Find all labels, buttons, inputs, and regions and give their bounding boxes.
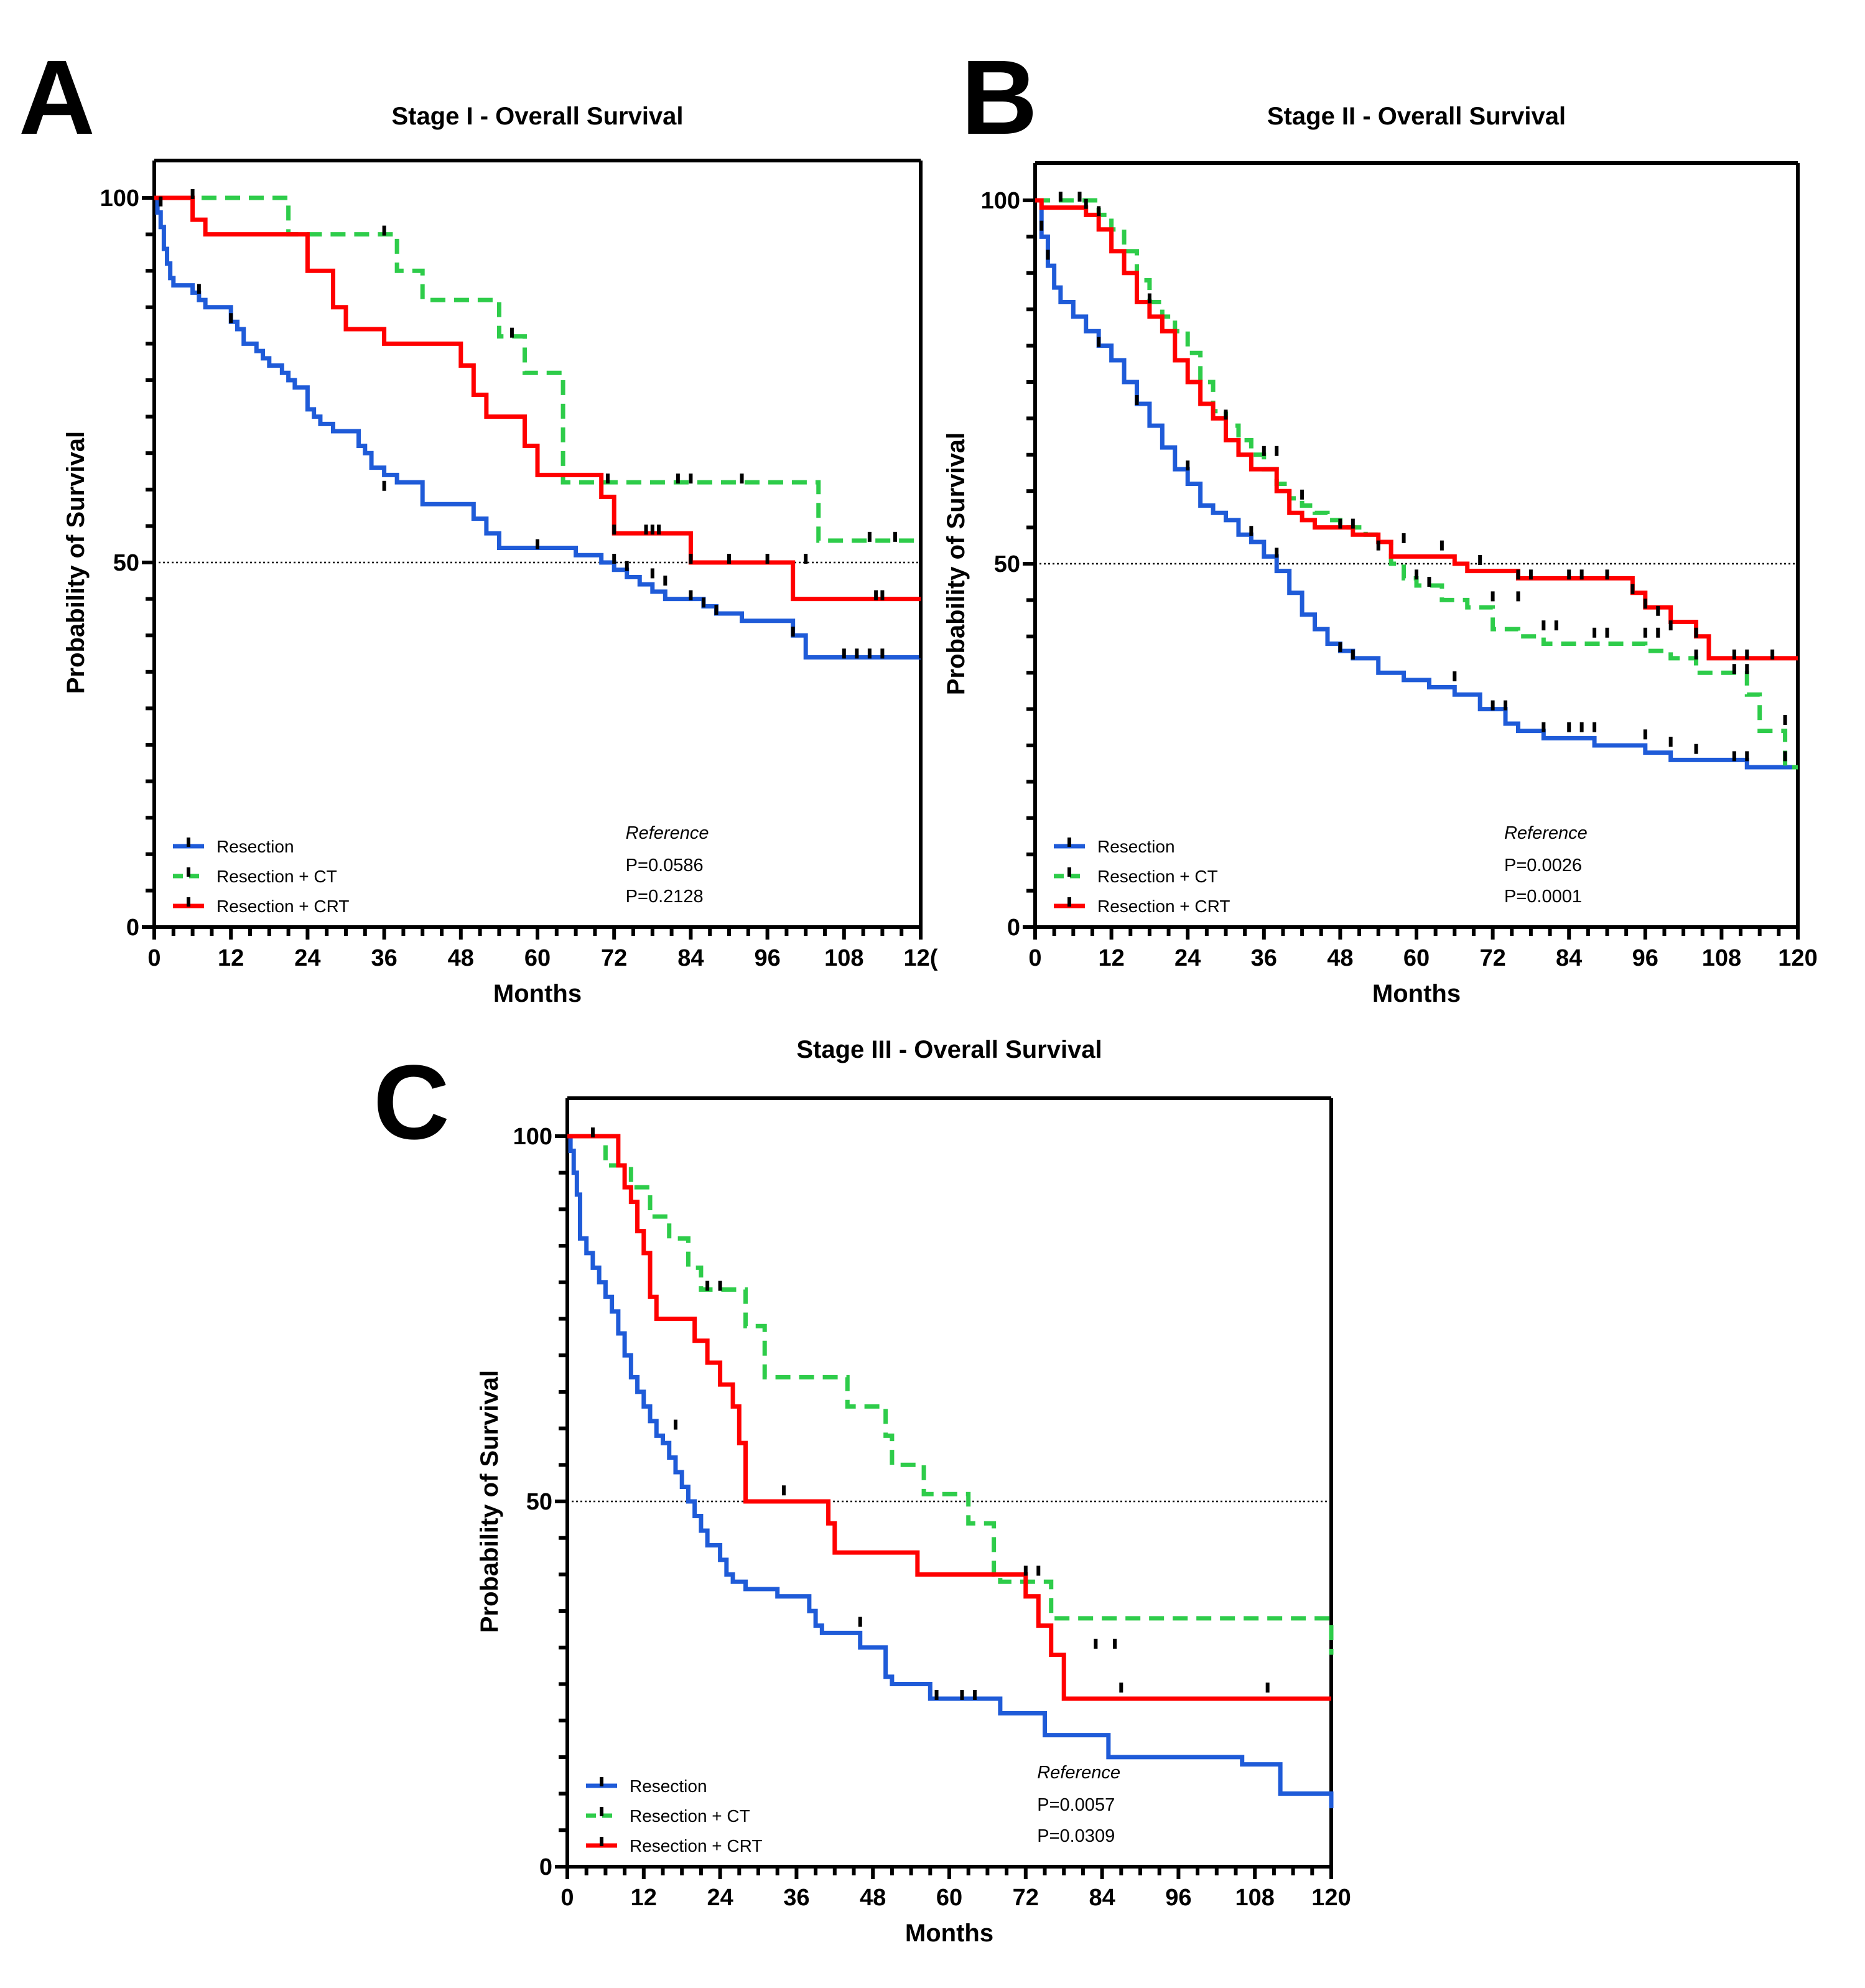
x-axis-label: Months: [493, 980, 582, 1007]
legend-label: Resection: [216, 837, 294, 856]
y-tick-label: 100: [513, 1124, 552, 1150]
p-value-label: P=0.0001: [1504, 887, 1582, 907]
y-tick-label: 100: [981, 188, 1020, 214]
x-tick-label: 48: [860, 1885, 886, 1911]
x-tick-label: 108: [1702, 945, 1741, 971]
legend-label: Resection: [630, 1776, 707, 1796]
x-tick-label: 96: [754, 945, 780, 971]
reference-label: Reference: [626, 823, 709, 843]
x-axis-label: Months: [905, 1920, 993, 1947]
y-axis-label: Probability of Survival: [942, 432, 970, 695]
y-tick-label: 50: [994, 551, 1020, 577]
survival-curve-resection-ct: [154, 195, 921, 543]
x-tick-label: 60: [936, 1885, 962, 1911]
chart-title: Stage I - Overall Survival: [391, 103, 683, 130]
y-tick-label: 0: [539, 1854, 552, 1880]
legend-label: Resection + CT: [216, 867, 337, 886]
panel-a-chart: Stage I - Overall Survival 0 50 100 0 12 24 36 4…: [62, 103, 938, 1007]
legend-label: Resection + CT: [1097, 867, 1218, 886]
x-tick-label: 120: [1311, 1885, 1351, 1911]
y-tick-label: 0: [126, 915, 139, 941]
x-tick-label: 0: [560, 1885, 574, 1911]
x-tick-label: 84: [677, 945, 704, 971]
y-tick-label: 100: [100, 185, 139, 212]
x-tick-label: 12: [218, 945, 244, 971]
x-axis-label: Months: [1372, 980, 1461, 1007]
x-tick-label: 72: [1013, 1885, 1039, 1911]
y-axis-label: Probability of Survival: [476, 1370, 503, 1633]
x-tick-label: 60: [524, 945, 551, 971]
y-axis-label: Probability of Survival: [62, 431, 90, 694]
y-tick-label: 0: [1007, 915, 1020, 941]
survival-curve-resection-ct: [1035, 198, 1798, 770]
panel-letter-a: A: [19, 39, 95, 157]
y-tick-label: 50: [113, 550, 139, 576]
survival-curve-resection: [567, 1134, 1334, 1809]
x-tick-label: 96: [1165, 1885, 1191, 1911]
legend-label: Resection + CRT: [630, 1836, 762, 1855]
x-tick-label: 72: [601, 945, 627, 971]
x-tick-label: 108: [1235, 1885, 1274, 1911]
panel-letter-c: C: [373, 1043, 450, 1162]
x-tick-label: 48: [448, 945, 474, 971]
x-tick-label: 24: [707, 1885, 733, 1911]
x-tick-label: 12: [1098, 945, 1124, 971]
x-tick-label: 72: [1479, 945, 1505, 971]
x-tick-label: 12: [631, 1885, 657, 1911]
x-tick-label: 84: [1556, 945, 1582, 971]
p-value-label: P=0.0026: [1504, 856, 1582, 875]
p-value-label: P=0.0057: [1037, 1795, 1115, 1815]
legend-label: Resection: [1097, 837, 1175, 856]
chart-title: Stage III - Overall Survival: [796, 1036, 1102, 1063]
x-tick-label: 84: [1089, 1885, 1115, 1911]
survival-curve-resection: [1035, 198, 1798, 770]
legend-label: Resection + CRT: [216, 897, 349, 916]
x-tick-label: 96: [1632, 945, 1658, 971]
x-tick-label: 0: [147, 945, 160, 971]
survival-curve-resection-crt: [154, 195, 921, 602]
p-value-label: P=0.0309: [1037, 1826, 1115, 1846]
x-tick-label: 60: [1403, 945, 1430, 971]
x-tick-label: 12(: [904, 945, 938, 971]
x-tick-label: 120: [1778, 945, 1817, 971]
survival-curve-resection-ct: [567, 1134, 1334, 1655]
survival-curve-resection-crt: [1035, 198, 1798, 661]
reference-label: Reference: [1037, 1763, 1120, 1783]
x-tick-label: 36: [783, 1885, 809, 1911]
x-tick-label: 24: [1174, 945, 1201, 971]
reference-label: Reference: [1504, 823, 1588, 843]
survival-curve-resection-crt: [567, 1134, 1331, 1701]
panel-c-chart: Stage III - Overall Survival 0 50 100 0 12 24 3…: [476, 1036, 1351, 1947]
legend-label: Resection + CT: [630, 1806, 750, 1826]
x-tick-label: 0: [1028, 945, 1041, 971]
p-value-label: P=0.0586: [626, 856, 704, 875]
x-tick-label: 36: [1251, 945, 1277, 971]
y-tick-label: 50: [526, 1489, 552, 1515]
x-tick-label: 36: [371, 945, 397, 971]
p-value-label: P=0.2128: [626, 887, 704, 907]
x-tick-label: 108: [824, 945, 863, 971]
x-tick-label: 24: [294, 945, 320, 971]
panel-letter-b: B: [961, 39, 1038, 157]
x-tick-label: 48: [1327, 945, 1353, 971]
legend-label: Resection + CRT: [1097, 897, 1230, 916]
survival-curve-resection: [154, 195, 921, 660]
panel-b-chart: Stage II - Overall Survival 0 50 100 0 12 24 36…: [942, 103, 1818, 1007]
chart-title: Stage II - Overall Survival: [1267, 103, 1566, 130]
